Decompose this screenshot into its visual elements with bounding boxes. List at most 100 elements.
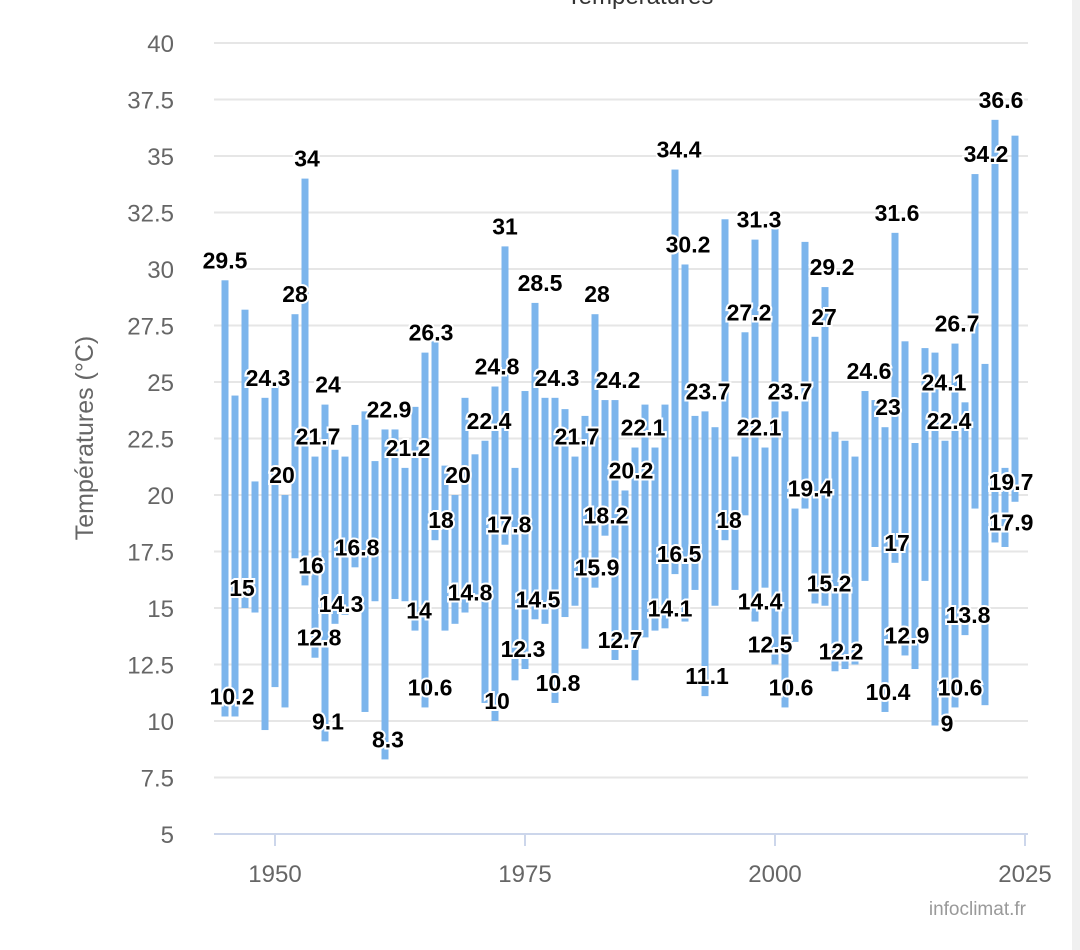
range-bar[interactable] xyxy=(891,232,899,563)
data-label: 23 xyxy=(875,394,901,420)
range-bar[interactable] xyxy=(541,397,549,624)
range-bar[interactable] xyxy=(271,384,279,688)
range-bar[interactable] xyxy=(481,440,489,703)
range-bar[interactable] xyxy=(871,400,879,547)
range-bar[interactable] xyxy=(431,341,439,541)
data-label: 31.6 xyxy=(875,200,920,226)
range-bar[interactable] xyxy=(561,409,569,618)
range-bar[interactable] xyxy=(761,447,769,588)
range-bar[interactable] xyxy=(391,429,399,599)
range-bar[interactable] xyxy=(611,400,619,660)
data-label: 15.9 xyxy=(575,555,620,581)
range-bar[interactable] xyxy=(971,174,979,509)
range-bar[interactable] xyxy=(621,490,629,640)
range-bar[interactable] xyxy=(801,241,809,509)
data-label: 13.8 xyxy=(946,602,991,628)
range-bar[interactable] xyxy=(301,178,309,586)
range-bar[interactable] xyxy=(571,456,579,606)
range-bar[interactable] xyxy=(221,280,229,717)
range-bar[interactable] xyxy=(531,302,539,620)
range-bar[interactable] xyxy=(241,309,249,608)
range-bar[interactable] xyxy=(721,219,729,541)
range-bar[interactable] xyxy=(901,341,909,656)
range-bar[interactable] xyxy=(711,427,719,606)
range-bar[interactable] xyxy=(921,348,929,581)
range-bar[interactable] xyxy=(341,456,349,615)
y-tick-label: 7.5 xyxy=(141,766,174,793)
range-bar[interactable] xyxy=(861,391,869,581)
range-bar[interactable] xyxy=(691,415,699,590)
range-bar[interactable] xyxy=(831,431,839,672)
range-bar[interactable] xyxy=(791,508,799,642)
range-bar[interactable] xyxy=(251,481,259,613)
range-bar[interactable] xyxy=(361,411,369,712)
range-bar[interactable] xyxy=(671,169,679,575)
range-bar[interactable] xyxy=(851,456,859,665)
range-bar[interactable] xyxy=(841,440,849,670)
range-bar[interactable] xyxy=(731,456,739,590)
data-label: 16.8 xyxy=(335,534,380,560)
range-bar[interactable] xyxy=(991,119,999,543)
range-bar[interactable] xyxy=(501,246,509,545)
range-bar[interactable] xyxy=(941,440,949,731)
data-label: 15 xyxy=(229,575,255,601)
range-bar[interactable] xyxy=(751,239,759,622)
range-bar[interactable] xyxy=(951,343,959,708)
y-tick-label: 25 xyxy=(147,370,174,397)
range-bar[interactable] xyxy=(1001,467,1009,547)
range-bar[interactable] xyxy=(931,352,939,726)
data-label: 20.2 xyxy=(609,457,654,483)
range-bar[interactable] xyxy=(781,411,789,708)
range-bar[interactable] xyxy=(591,314,599,588)
range-bar[interactable] xyxy=(371,461,379,602)
range-bar[interactable] xyxy=(881,427,889,712)
data-label: 26.7 xyxy=(935,311,980,337)
data-label: 23.7 xyxy=(768,378,813,404)
range-bar[interactable] xyxy=(331,449,339,624)
range-bar[interactable] xyxy=(681,264,689,622)
range-bar[interactable] xyxy=(421,352,429,708)
range-bar[interactable] xyxy=(651,447,659,631)
range-bar[interactable] xyxy=(281,495,289,708)
y-tick-label: 40 xyxy=(147,31,174,58)
range-bar[interactable] xyxy=(381,429,389,760)
range-bar[interactable] xyxy=(1011,135,1019,502)
range-bar[interactable] xyxy=(451,495,459,624)
range-bar[interactable] xyxy=(551,397,559,703)
data-label: 34.2 xyxy=(964,141,1009,167)
range-bar[interactable] xyxy=(581,415,589,649)
range-bar[interactable] xyxy=(961,402,969,636)
y-tick-label: 17.5 xyxy=(127,540,174,567)
range-bar[interactable] xyxy=(351,424,359,568)
range-bar[interactable] xyxy=(601,400,609,536)
range-bar[interactable] xyxy=(461,397,469,613)
data-label: 14.4 xyxy=(738,589,783,615)
data-label: 14.1 xyxy=(648,595,693,621)
range-bar[interactable] xyxy=(641,404,649,638)
range-bar[interactable] xyxy=(261,397,269,731)
range-bar[interactable] xyxy=(511,467,519,681)
range-bar[interactable] xyxy=(321,404,329,742)
range-bar[interactable] xyxy=(411,406,419,631)
range-bar[interactable] xyxy=(631,447,639,681)
range-bar[interactable] xyxy=(771,221,779,665)
range-bar[interactable] xyxy=(701,411,709,697)
range-bar[interactable] xyxy=(311,456,319,658)
y-tick-label: 32.5 xyxy=(127,201,174,228)
data-label: 18 xyxy=(716,507,742,533)
range-bar[interactable] xyxy=(491,386,499,721)
range-bar[interactable] xyxy=(401,467,409,602)
range-bar[interactable] xyxy=(291,314,299,559)
range-bar[interactable] xyxy=(981,363,989,706)
range-bar[interactable] xyxy=(741,332,749,516)
credits-link[interactable]: infoclimat.fr xyxy=(929,899,1027,920)
data-label: 34 xyxy=(294,146,320,172)
range-bar[interactable] xyxy=(471,454,479,595)
range-bar[interactable] xyxy=(821,287,829,606)
range-bar[interactable] xyxy=(661,404,669,629)
range-bar[interactable] xyxy=(911,443,919,670)
range-bar[interactable] xyxy=(811,336,819,604)
range-bar[interactable] xyxy=(231,395,239,717)
range-bar[interactable] xyxy=(521,391,529,670)
range-bar[interactable] xyxy=(441,465,449,631)
